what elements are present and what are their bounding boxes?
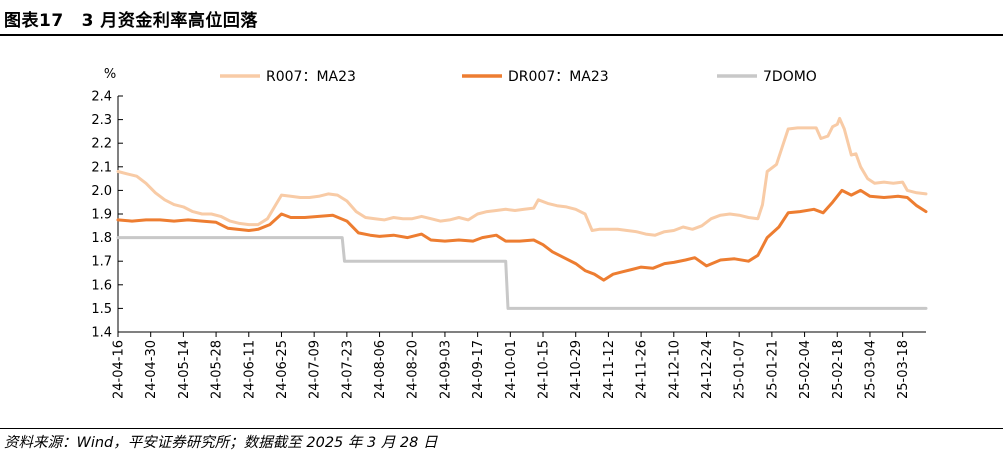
- series-line-2: [116, 188, 928, 282]
- figure-title: 图表17 3 月资金利率高位回落: [4, 6, 258, 31]
- x-tick-label: 24-12-10: [667, 340, 682, 399]
- series-line-3: [116, 236, 928, 310]
- y-tick-label: 2.4: [91, 90, 112, 105]
- x-tick-label: 25-01-07: [733, 340, 748, 399]
- x-tick-label: 24-11-26: [635, 340, 650, 399]
- y-axis-unit-label: %: [104, 67, 116, 82]
- y-tick-label: 2.2: [91, 137, 112, 152]
- y-tick-label: 1.6: [91, 278, 112, 293]
- footer-rule: [0, 428, 1003, 429]
- x-tick-label: 24-04-30: [144, 340, 159, 399]
- x-tick-label: 24-05-28: [210, 340, 225, 399]
- x-tick-label: 25-03-04: [863, 340, 878, 399]
- x-tick-label: 25-02-18: [831, 340, 846, 399]
- y-tick-label: 2.3: [91, 113, 112, 128]
- x-tick-label: 24-04-16: [112, 340, 127, 399]
- header-rule: [0, 34, 1003, 36]
- y-tick-label: 1.5: [91, 302, 112, 317]
- x-tick-label: 24-08-20: [406, 340, 421, 399]
- y-tick-label: 1.4: [91, 326, 112, 341]
- x-tick-label: 24-05-14: [177, 340, 192, 399]
- y-axis: 1.4 1.5 1.6 1.7 1.8 1.9 2.0 2.1 2.2 2.3 2.4: [91, 90, 123, 341]
- x-tick-label: 24-07-09: [308, 340, 323, 399]
- legend-label-1: R007：MA23: [266, 69, 356, 85]
- x-tick-label: 24-07-23: [340, 340, 355, 399]
- x-axis: 24-04-16 24-04-30 24-05-14 24-05-28 24-06-11…: [112, 331, 926, 399]
- x-tick-label: 24-06-11: [242, 340, 257, 399]
- x-tick-label: 24-11-12: [602, 340, 617, 399]
- y-tick-label: 1.8: [91, 231, 112, 246]
- x-tick-label: 24-10-29: [569, 340, 584, 399]
- y-tick-label: 2.1: [91, 160, 112, 175]
- x-tick-label: 25-03-18: [896, 340, 911, 399]
- figure-number: 图表17: [4, 11, 64, 31]
- series-line-1: [116, 116, 928, 237]
- x-tick-label: 24-12-24: [700, 340, 715, 399]
- x-tick-label: 24-09-17: [471, 340, 486, 399]
- y-tick-label: 1.7: [91, 255, 112, 270]
- line-chart: % 1.4 1.5 1.6 1.7 1.8 1.9 2.0 2.1 2.2 2.3 2.4 24-0…: [91, 67, 928, 399]
- y-tick-label: 2.0: [91, 184, 112, 199]
- x-tick-label: 24-10-01: [504, 340, 519, 399]
- figure-header: 图表17 3 月资金利率高位回落: [0, 0, 1003, 36]
- x-tick-label: 24-06-25: [275, 340, 290, 399]
- x-tick-label: 25-01-21: [765, 340, 780, 399]
- legend: R007：MA23 DR007：MA23 7DOMO: [220, 69, 817, 85]
- figure-title-text: 3 月资金利率高位回落: [81, 11, 258, 31]
- y-tick-label: 1.9: [91, 208, 112, 223]
- legend-label-3: 7DOMO: [763, 69, 817, 85]
- x-tick-label: 25-02-04: [798, 340, 813, 399]
- x-tick-label: 24-09-03: [438, 340, 453, 399]
- source-note: 资料来源：Wind，平安证券研究所；数据截至 2025 年 3 月 28 日: [4, 435, 438, 451]
- x-tick-label: 24-10-15: [537, 340, 552, 399]
- legend-label-2: DR007：MA23: [508, 69, 609, 85]
- series-group: [116, 116, 928, 310]
- x-tick-label: 24-08-06: [373, 340, 388, 399]
